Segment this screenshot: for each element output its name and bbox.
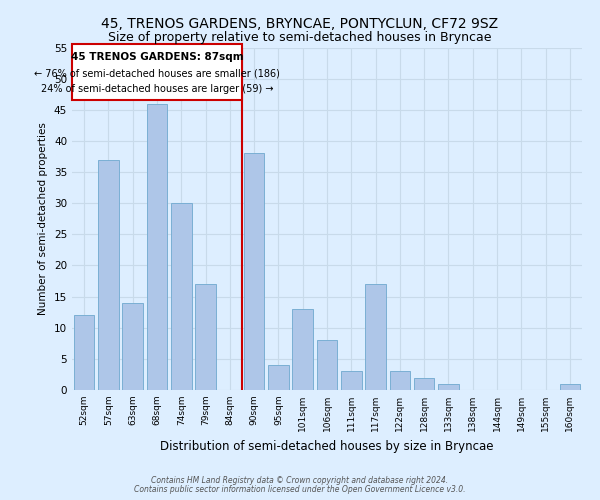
Bar	[146, 104, 167, 390]
Bar	[414, 378, 434, 390]
Text: 24% of semi-detached houses are larger (59) →: 24% of semi-detached houses are larger (…	[41, 84, 273, 94]
Bar	[560, 384, 580, 390]
Bar	[195, 284, 216, 390]
Bar	[98, 160, 119, 390]
Bar	[389, 372, 410, 390]
Text: 45 TRENOS GARDENS: 87sqm: 45 TRENOS GARDENS: 87sqm	[71, 52, 244, 62]
Bar	[74, 316, 94, 390]
Text: Contains public sector information licensed under the Open Government Licence v3: Contains public sector information licen…	[134, 484, 466, 494]
Bar	[317, 340, 337, 390]
Bar	[122, 303, 143, 390]
FancyBboxPatch shape	[72, 44, 242, 100]
Bar	[438, 384, 459, 390]
Bar	[341, 372, 362, 390]
Bar	[365, 284, 386, 390]
Text: Size of property relative to semi-detached houses in Bryncae: Size of property relative to semi-detach…	[108, 31, 492, 44]
X-axis label: Distribution of semi-detached houses by size in Bryncae: Distribution of semi-detached houses by …	[160, 440, 494, 452]
Bar	[292, 309, 313, 390]
Bar	[244, 154, 265, 390]
Bar	[268, 365, 289, 390]
Text: 45, TRENOS GARDENS, BRYNCAE, PONTYCLUN, CF72 9SZ: 45, TRENOS GARDENS, BRYNCAE, PONTYCLUN, …	[101, 18, 499, 32]
Text: Contains HM Land Registry data © Crown copyright and database right 2024.: Contains HM Land Registry data © Crown c…	[151, 476, 449, 485]
Text: ← 76% of semi-detached houses are smaller (186): ← 76% of semi-detached houses are smalle…	[34, 68, 280, 78]
Y-axis label: Number of semi-detached properties: Number of semi-detached properties	[38, 122, 49, 315]
Bar	[171, 203, 191, 390]
